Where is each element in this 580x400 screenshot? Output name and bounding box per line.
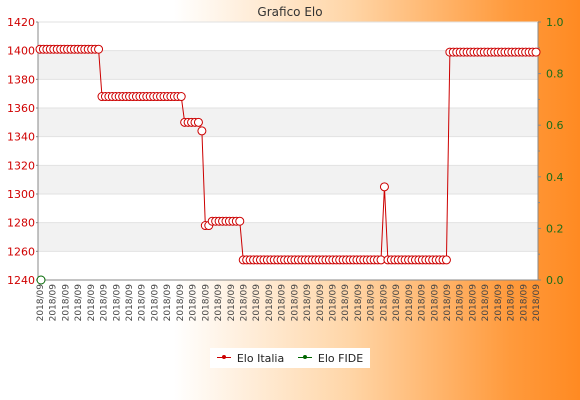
point-elo-fide [36, 275, 46, 285]
x-tick-label: 2018/09 [379, 284, 389, 322]
x-tick-label: 2018/09 [290, 284, 300, 322]
x-tick-label: 2018/09 [214, 284, 224, 322]
point-elo-italia [379, 182, 389, 192]
x-tick-label: 2018/09 [176, 284, 186, 322]
point-elo-italia [197, 126, 207, 136]
legend-item-elo-italia[interactable]: Elo Italia [216, 351, 285, 365]
x-tick-label: 2018/09 [468, 284, 478, 322]
x-tick-label: 2018/09 [87, 284, 97, 322]
grid-lines [38, 21, 538, 281]
x-tick-label: 2018/09 [430, 284, 440, 322]
legend-item-elo-fide[interactable]: Elo FIDE [297, 351, 364, 365]
x-tick-label: 2018/09 [392, 284, 402, 322]
x-tick-label: 2018/09 [265, 284, 275, 322]
grid-band [38, 165, 538, 194]
point-elo-italia [193, 117, 203, 127]
x-tick-label: 2018/09 [316, 284, 326, 322]
x-tick-label: 2018/09 [239, 284, 249, 322]
left-y-tick-label: 1360 [7, 102, 35, 115]
left-y-tick-label: 1400 [7, 45, 35, 58]
x-tick-label: 2018/09 [49, 284, 59, 322]
x-tick-label: 2018/09 [367, 284, 377, 322]
left-y-tick-label: 1300 [7, 188, 35, 201]
x-tick-label: 2018/09 [201, 284, 211, 322]
right-y-tick-label: 0.0 [546, 274, 564, 287]
legend-label-elo-fide: Elo FIDE [317, 351, 364, 365]
x-tick-label: 2018/09 [494, 284, 504, 322]
x-tick-label: 2018/09 [189, 284, 199, 322]
x-tick-label: 2018/09 [112, 284, 122, 322]
left-y-tick-label: 1260 [7, 245, 35, 258]
x-tick-label: 2018/09 [303, 284, 313, 322]
left-y-tick-label: 1240 [7, 274, 35, 287]
legend-line-marker-icon [216, 353, 231, 363]
point-elo-italia [235, 216, 245, 226]
point-elo-italia [531, 47, 541, 57]
x-tick-label: 2018/09 [138, 284, 148, 322]
x-tick-label: 2018/09 [74, 284, 84, 322]
point-elo-italia [94, 44, 104, 54]
grid-band [38, 108, 538, 137]
x-tick-label: 2018/09 [481, 284, 491, 322]
right-y-tick-label: 0.6 [546, 119, 564, 132]
x-tick-label: 2018/09 [329, 284, 339, 322]
x-tick-label: 2018/09 [61, 284, 71, 322]
left-y-tick-label: 1320 [7, 159, 35, 172]
x-tick-label: 2018/09 [36, 284, 46, 322]
left-y-tick-labels: 1240 1260 1280 1300 1320 1340 1360 1380 1400 1420 [7, 16, 38, 287]
right-y-tick-label: 1.0 [546, 16, 564, 29]
right-y-tick-label: 0.8 [546, 68, 564, 81]
x-tick-label: 2018/09 [125, 284, 135, 322]
x-tick-label: 2018/09 [150, 284, 160, 322]
x-tick-label: 2018/09 [163, 284, 173, 322]
left-y-tick-label: 1340 [7, 131, 35, 144]
right-y-tick-labels: 0.0 0.2 0.4 0.6 0.8 1.0 [538, 16, 564, 287]
point-elo-italia [176, 92, 186, 102]
x-tick-label: 2018/09 [252, 284, 262, 322]
point-elo-italia [441, 255, 451, 265]
x-tick-label: 2018/09 [341, 284, 351, 322]
x-tick-label: 2018/09 [354, 284, 364, 322]
x-tick-label: 2018/09 [532, 284, 542, 322]
right-y-tick-label: 0.2 [546, 222, 564, 235]
right-y-tick-label: 0.4 [546, 171, 564, 184]
x-tick-label: 2018/09 [405, 284, 415, 322]
grid-bands [38, 50, 538, 252]
series-points [35, 44, 541, 285]
x-tick-label: 2018/09 [519, 284, 529, 322]
x-tick-labels: 2018/09 2018/09 2018/09 2018/09 2018/09 2018/… [36, 284, 542, 322]
x-tick-label: 2018/09 [507, 284, 517, 322]
x-tick-label: 2018/09 [443, 284, 453, 322]
left-y-tick-label: 1380 [7, 73, 35, 86]
legend-label-elo-italia: Elo Italia [236, 351, 285, 365]
left-y-tick-label: 1280 [7, 217, 35, 230]
x-tick-label: 2018/09 [456, 284, 466, 322]
left-y-tick-label: 1420 [7, 16, 35, 29]
x-tick-label: 2018/09 [278, 284, 288, 322]
chart-title: Grafico Elo [257, 5, 322, 19]
legend: Elo Italia Elo FIDE [210, 348, 370, 368]
x-tick-label: 2018/09 [100, 284, 110, 322]
x-tick-label: 2018/09 [227, 284, 237, 322]
legend-line-marker-icon [297, 353, 312, 363]
grid-band [38, 222, 538, 252]
x-tick-label: 2018/09 [418, 284, 428, 322]
